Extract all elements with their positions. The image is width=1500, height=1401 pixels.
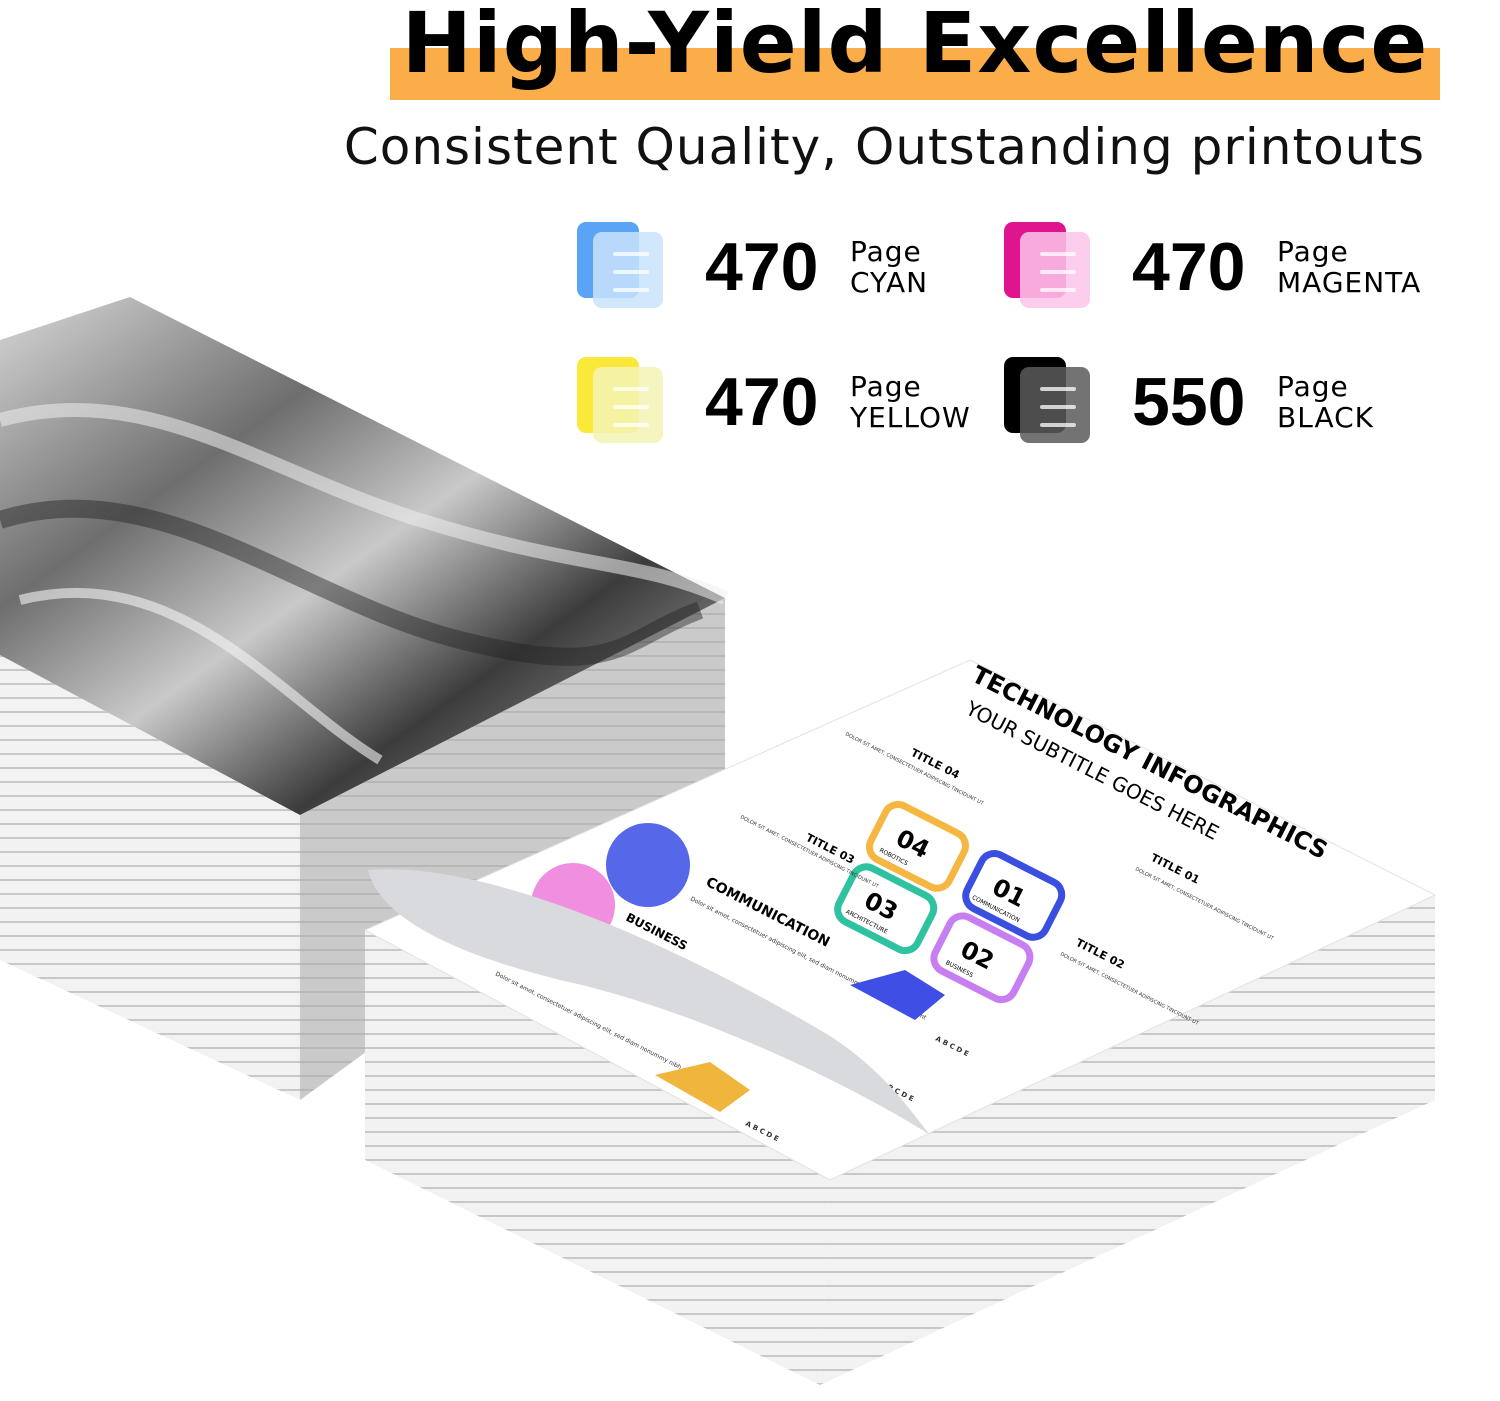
yield-unit: Page bbox=[1277, 370, 1349, 403]
yield-magenta: 470 Page MAGENTA bbox=[1004, 222, 1421, 312]
color-paper-stack: TECHNOLOGY INFOGRAPHICS YOUR SUBTITLE GO… bbox=[363, 659, 1437, 1385]
yield-color: BLACK bbox=[1277, 401, 1375, 434]
yield-unit: Page bbox=[850, 235, 922, 268]
yield-count: 470 bbox=[705, 364, 819, 440]
yield-cyan: 470 Page CYAN bbox=[577, 222, 928, 312]
arrow-icon bbox=[850, 970, 945, 1020]
page-title: High-Yield Excellence bbox=[401, 0, 1429, 92]
yield-unit: Page bbox=[1277, 235, 1349, 268]
yield-count: 470 bbox=[1132, 229, 1246, 305]
yield-count: 470 bbox=[705, 229, 819, 305]
yield-color: YELLOW bbox=[850, 401, 971, 434]
page-subtitle: Consistent Quality, Outstanding printout… bbox=[343, 118, 1425, 176]
yield-black: 550 Page BLACK bbox=[1004, 357, 1374, 447]
communication-icon bbox=[606, 823, 690, 907]
document-stack-icon bbox=[577, 357, 667, 447]
infographic-steps: 04 ROBOTICS 01 COMMUNICATION 03 ARCHITEC… bbox=[834, 800, 1066, 1004]
title-highlight-bar bbox=[390, 48, 1440, 100]
yield-color: MAGENTA bbox=[1277, 266, 1422, 299]
yield-yellow: 470 Page YELLOW bbox=[577, 357, 971, 447]
yield-unit: Page bbox=[850, 370, 922, 403]
yield-color: CYAN bbox=[850, 266, 929, 299]
document-stack-icon bbox=[577, 222, 667, 312]
document-stack-icon bbox=[1004, 222, 1094, 312]
curled-page-corner bbox=[368, 869, 930, 1135]
yield-count: 550 bbox=[1132, 364, 1246, 440]
document-stack-icon bbox=[1004, 357, 1094, 447]
arrow-icon bbox=[655, 1062, 750, 1112]
